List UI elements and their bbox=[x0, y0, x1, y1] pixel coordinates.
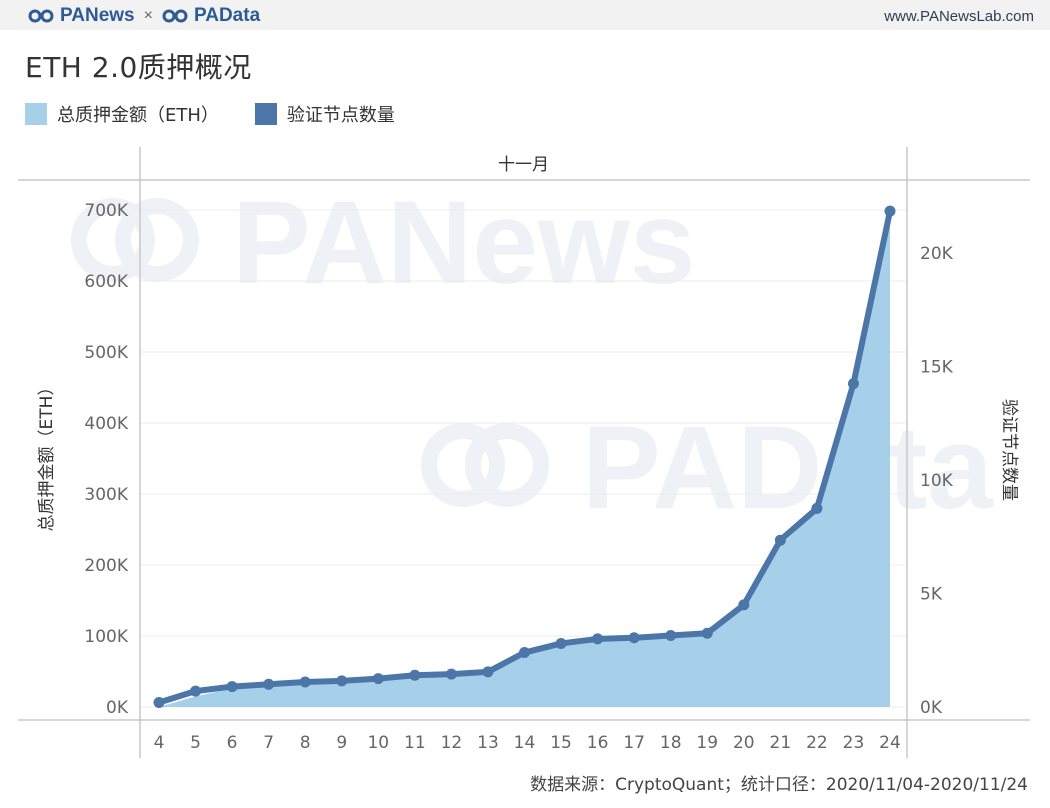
validator-point-22 bbox=[811, 502, 823, 514]
x-tick-label: 18 bbox=[660, 733, 682, 753]
validator-point-9 bbox=[336, 675, 348, 687]
validator-point-23 bbox=[847, 378, 859, 390]
chart-area: PANewsPAData十一月0K100K200K300K400K500K600… bbox=[18, 147, 1030, 758]
y-right-tick-label: 5K bbox=[920, 585, 943, 605]
y-right-tick-label: 0K bbox=[920, 698, 943, 718]
y-left-axis-title: 总质押金额（ETH） bbox=[37, 379, 57, 532]
y-right-tick-label: 20K bbox=[920, 244, 954, 264]
y-right-tick-label: 10K bbox=[920, 471, 954, 491]
month-header: 十一月 bbox=[498, 155, 549, 175]
x-tick-label: 24 bbox=[879, 733, 901, 753]
validator-point-21 bbox=[774, 534, 786, 546]
legend-swatch-validators bbox=[254, 103, 277, 125]
y-right-tick-label: 15K bbox=[920, 358, 954, 378]
y-right-axis-title: 验证节点数量 bbox=[999, 399, 1019, 501]
validator-point-19 bbox=[701, 627, 713, 639]
validator-point-11 bbox=[409, 669, 421, 681]
x-tick-label: 22 bbox=[806, 733, 828, 753]
watermark-padata-logo-icon-ring-b bbox=[465, 423, 549, 507]
legend: 总质押金额（ETH） 验证节点数量 bbox=[25, 101, 431, 127]
x-tick-label: 20 bbox=[733, 733, 755, 753]
x-tick-label: 13 bbox=[477, 733, 499, 753]
data-source: 数据来源：CryptoQuant；统计口径：2020/11/04-2020/11… bbox=[530, 775, 1028, 795]
header-bar: PANews × PAData www.PANewsLab.com bbox=[0, 0, 1050, 30]
x-tick-label: 14 bbox=[514, 733, 536, 753]
validator-point-20 bbox=[738, 599, 750, 611]
brand-left: PANews bbox=[60, 5, 135, 26]
legend-label-staked: 总质押金额（ETH） bbox=[57, 105, 219, 126]
watermark-padata-logo-icon-ring-a bbox=[421, 423, 505, 507]
x-tick-label: 5 bbox=[190, 733, 201, 753]
validator-point-24 bbox=[884, 205, 896, 217]
validator-point-15 bbox=[555, 637, 567, 649]
watermark-padata: PAData bbox=[582, 402, 994, 534]
x-tick-label: 6 bbox=[227, 733, 238, 753]
y-left-tick-label: 100K bbox=[84, 627, 128, 647]
validator-point-14 bbox=[519, 647, 530, 659]
y-left-tick-label: 600K bbox=[84, 272, 128, 292]
x-tick-label: 19 bbox=[696, 733, 718, 753]
y-left-tick-label: 0K bbox=[106, 698, 129, 718]
panews-logo-icon bbox=[28, 9, 54, 23]
x-tick-label: 16 bbox=[587, 733, 609, 753]
x-tick-label: 23 bbox=[843, 733, 865, 753]
validator-point-8 bbox=[299, 676, 311, 688]
y-left-tick-label: 700K bbox=[84, 201, 128, 221]
site-url[interactable]: www.PANewsLab.com bbox=[884, 8, 1034, 25]
x-tick-label: 9 bbox=[336, 733, 347, 753]
brand: PANews × PAData bbox=[28, 5, 260, 27]
chart-title: ETH 2.0质押概况 bbox=[25, 51, 252, 84]
legend-item-staked: 总质押金额（ETH） bbox=[25, 101, 219, 127]
validator-point-4 bbox=[153, 696, 165, 708]
validator-point-7 bbox=[263, 678, 275, 690]
validator-point-16 bbox=[592, 633, 604, 645]
legend-label-validators: 验证节点数量 bbox=[286, 105, 395, 126]
y-left-tick-label: 300K bbox=[84, 485, 128, 505]
x-tick-label: 12 bbox=[441, 733, 463, 753]
validator-point-13 bbox=[482, 666, 494, 678]
x-tick-label: 21 bbox=[770, 733, 792, 753]
x-tick-label: 15 bbox=[550, 733, 572, 753]
x-tick-label: 17 bbox=[623, 733, 645, 753]
validator-point-18 bbox=[665, 630, 677, 642]
x-tick-label: 11 bbox=[404, 733, 426, 753]
validator-point-10 bbox=[372, 673, 384, 685]
validator-point-5 bbox=[190, 685, 202, 697]
watermark-panews-logo-icon-ring-b bbox=[115, 198, 199, 282]
x-tick-label: 10 bbox=[367, 733, 389, 753]
padata-logo-icon bbox=[162, 9, 188, 23]
watermark-panews: PANews bbox=[232, 177, 695, 309]
validator-point-6 bbox=[226, 681, 238, 693]
legend-item-validators: 验证节点数量 bbox=[254, 101, 395, 127]
x-tick-label: 8 bbox=[300, 733, 311, 753]
y-left-tick-label: 400K bbox=[84, 414, 128, 434]
y-left-tick-label: 500K bbox=[84, 343, 128, 363]
legend-swatch-staked bbox=[25, 103, 47, 125]
validator-point-17 bbox=[628, 632, 640, 644]
series-area-staked bbox=[159, 213, 890, 708]
x-tick-label: 7 bbox=[263, 733, 274, 753]
validator-point-12 bbox=[445, 668, 457, 680]
x-tick-label: 4 bbox=[154, 733, 165, 753]
brand-right: PAData bbox=[193, 5, 261, 26]
brand-separator: × bbox=[143, 7, 153, 24]
watermark-panews-logo-icon-ring-a bbox=[71, 198, 155, 282]
y-left-tick-label: 200K bbox=[84, 556, 128, 576]
